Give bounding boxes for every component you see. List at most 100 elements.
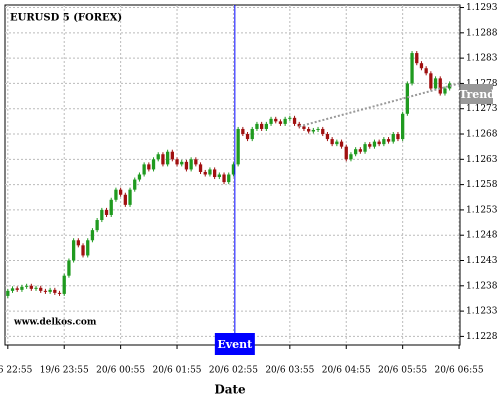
candle-body — [20, 286, 24, 290]
y-tick-label: 1.1263 — [466, 155, 498, 165]
y-tick-label: 1.1278 — [466, 79, 498, 89]
x-tick-label: 20/6 01:55 — [153, 366, 202, 376]
candle-body — [264, 123, 268, 129]
candle-body — [142, 164, 146, 175]
candle-body — [109, 199, 113, 215]
y-tick-label: 1.1228 — [466, 332, 498, 342]
candle-body — [151, 159, 156, 170]
candle-body — [90, 230, 95, 241]
candle-body — [86, 240, 90, 256]
candle-body — [311, 129, 315, 132]
candle-body — [62, 275, 66, 294]
candle-body — [415, 53, 419, 64]
candle-body — [175, 159, 179, 165]
event-label: Event — [217, 338, 253, 351]
x-tick-label: 20/6 00:55 — [96, 366, 145, 376]
candle-body — [39, 287, 43, 291]
watermark: www.delkos.com — [13, 318, 97, 328]
candle-body — [34, 287, 38, 289]
candle-body — [104, 209, 109, 215]
candle-body — [123, 194, 127, 205]
candle-body — [443, 88, 447, 94]
y-tick-label: 1.1288 — [466, 28, 498, 38]
candle-body — [241, 128, 245, 135]
trend-line — [298, 82, 460, 128]
candle-body — [29, 285, 33, 289]
chart-title: EURUSD 5 (FOREX) — [10, 13, 122, 24]
candle-body — [15, 288, 19, 290]
candle-body — [81, 245, 85, 256]
candle-body — [259, 123, 264, 129]
x-tick-label: 19/6 22:55 — [0, 366, 33, 376]
candle-body — [95, 220, 99, 231]
y-tick-label: 1.1268 — [466, 130, 498, 140]
candle-body — [307, 128, 311, 132]
candle-body — [401, 113, 405, 140]
x-axis-title: Date — [214, 383, 246, 397]
candle-body — [321, 128, 325, 135]
candle-body — [180, 161, 184, 165]
candle-body — [283, 118, 287, 124]
x-tick-label: 19/6 23:55 — [40, 366, 89, 376]
x-tick-label: 20/6 02:55 — [209, 366, 258, 376]
y-tick-label: 1.1253 — [466, 205, 498, 215]
y-tick-label: 1.1243 — [466, 256, 498, 266]
candle-body — [100, 209, 104, 221]
plot-layer — [5, 5, 460, 345]
candle-body — [358, 149, 362, 152]
candle-body — [325, 134, 330, 140]
candle-body — [269, 118, 273, 124]
candle-body — [382, 139, 386, 145]
candle-body — [250, 128, 254, 140]
candle-body — [344, 146, 348, 160]
candle-body — [448, 83, 452, 89]
candle-body — [212, 169, 217, 178]
candle-body — [302, 126, 306, 129]
y-tick-label: 1.1238 — [466, 281, 498, 291]
candle-body — [198, 164, 203, 172]
candle-body — [255, 123, 259, 129]
x-tick-label: 20/6 04:55 — [322, 366, 371, 376]
candle-body — [424, 68, 428, 74]
candle-body — [419, 63, 424, 69]
candle-body — [405, 83, 410, 114]
candle-body — [67, 260, 71, 276]
candle-body — [438, 78, 442, 94]
candle-body — [24, 285, 29, 287]
candle-body — [208, 169, 212, 175]
candle-body — [43, 290, 48, 292]
y-tick-label: 1.1283 — [466, 54, 498, 64]
x-tick-label: 20/6 06:55 — [435, 366, 484, 376]
x-tick-label: 20/6 03:55 — [265, 366, 314, 376]
candle-body — [184, 161, 189, 170]
candle-body — [222, 174, 226, 183]
candle-body — [217, 174, 221, 178]
candle-body — [10, 288, 15, 291]
candle-body — [48, 289, 52, 292]
y-tick-label: 1.1293 — [466, 3, 498, 13]
candle-body — [349, 154, 353, 160]
candle-body — [203, 171, 207, 175]
candle-body — [147, 164, 151, 170]
candle-body — [133, 179, 137, 190]
candle-body — [377, 141, 381, 145]
candle-body — [71, 240, 76, 261]
candle-body — [386, 139, 391, 142]
candle-body — [128, 189, 132, 205]
candle-body — [316, 128, 320, 130]
candle-body — [288, 117, 292, 119]
y-tick-label: 1.1233 — [466, 307, 498, 317]
candle-body — [429, 73, 433, 89]
candle-body — [278, 121, 283, 124]
candle-body — [354, 149, 358, 155]
candle-body — [297, 123, 301, 127]
candle-body — [6, 290, 10, 296]
candle-body — [76, 240, 80, 246]
candle-body — [227, 174, 231, 183]
candle-body — [391, 134, 395, 142]
candle-body — [410, 53, 414, 84]
candle-body — [231, 164, 236, 175]
candle-body — [236, 128, 240, 165]
candle-body — [335, 141, 339, 145]
